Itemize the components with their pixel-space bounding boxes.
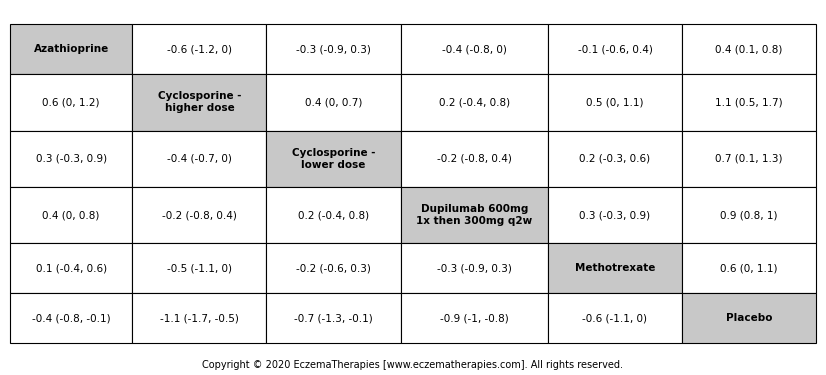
Bar — [10, 187, 132, 243]
Bar — [682, 293, 816, 343]
Bar — [267, 130, 401, 187]
Text: Copyright © 2020 EczemaTherapies [www.eczematherapies.com]. All rights reserved.: Copyright © 2020 EczemaTherapies [www.ec… — [202, 360, 624, 369]
Text: 0.4 (0, 0.8): 0.4 (0, 0.8) — [42, 210, 100, 220]
Bar — [267, 243, 401, 293]
Bar — [682, 130, 816, 187]
Text: 0.5 (0, 1.1): 0.5 (0, 1.1) — [586, 98, 643, 108]
Bar — [548, 293, 682, 343]
Text: 0.7 (0.1, 1.3): 0.7 (0.1, 1.3) — [715, 154, 783, 164]
Text: -0.1 (-0.6, 0.4): -0.1 (-0.6, 0.4) — [577, 44, 653, 54]
Bar — [10, 74, 132, 130]
Text: 0.2 (-0.4, 0.8): 0.2 (-0.4, 0.8) — [298, 210, 369, 220]
Bar — [132, 74, 267, 130]
Bar — [682, 187, 816, 243]
Text: Azathioprine: Azathioprine — [34, 44, 109, 54]
Bar — [10, 24, 132, 74]
Bar — [548, 243, 682, 293]
Text: -0.5 (-1.1, 0): -0.5 (-1.1, 0) — [167, 263, 232, 273]
Bar — [132, 24, 267, 74]
Bar — [10, 243, 132, 293]
Text: 0.2 (-0.4, 0.8): 0.2 (-0.4, 0.8) — [439, 98, 510, 108]
Text: Cyclosporine -
higher dose: Cyclosporine - higher dose — [158, 92, 241, 114]
Bar — [401, 293, 548, 343]
Bar — [401, 243, 548, 293]
Text: Dupilumab 600mg
1x then 300mg q2w: Dupilumab 600mg 1x then 300mg q2w — [416, 204, 533, 226]
Text: Methotrexate: Methotrexate — [575, 263, 655, 273]
Bar — [401, 74, 548, 130]
Text: -0.2 (-0.6, 0.3): -0.2 (-0.6, 0.3) — [296, 263, 371, 273]
Text: -0.3 (-0.9, 0.3): -0.3 (-0.9, 0.3) — [296, 44, 371, 54]
Text: 0.3 (-0.3, 0.9): 0.3 (-0.3, 0.9) — [36, 154, 107, 164]
Bar — [267, 24, 401, 74]
Bar — [401, 187, 548, 243]
Bar — [132, 187, 267, 243]
Text: 1.1 (0.5, 1.7): 1.1 (0.5, 1.7) — [715, 98, 783, 108]
Text: -0.4 (-0.8, -0.1): -0.4 (-0.8, -0.1) — [32, 313, 111, 323]
Bar — [682, 74, 816, 130]
Text: 0.6 (0, 1.2): 0.6 (0, 1.2) — [42, 98, 100, 108]
Bar — [401, 130, 548, 187]
Text: 0.3 (-0.3, 0.9): 0.3 (-0.3, 0.9) — [579, 210, 651, 220]
Text: Cyclosporine -
lower dose: Cyclosporine - lower dose — [292, 148, 375, 170]
Bar — [10, 130, 132, 187]
Bar — [682, 243, 816, 293]
Text: -0.9 (-1, -0.8): -0.9 (-1, -0.8) — [440, 313, 509, 323]
Text: 0.2 (-0.3, 0.6): 0.2 (-0.3, 0.6) — [579, 154, 651, 164]
Bar — [548, 74, 682, 130]
Bar — [267, 74, 401, 130]
Text: -0.4 (-0.7, 0): -0.4 (-0.7, 0) — [167, 154, 232, 164]
Bar — [10, 293, 132, 343]
Bar — [682, 24, 816, 74]
Bar — [132, 243, 267, 293]
Text: -0.4 (-0.8, 0): -0.4 (-0.8, 0) — [442, 44, 506, 54]
Text: -0.3 (-0.9, 0.3): -0.3 (-0.9, 0.3) — [437, 263, 511, 273]
Bar — [132, 130, 267, 187]
Text: -1.1 (-1.7, -0.5): -1.1 (-1.7, -0.5) — [160, 313, 239, 323]
Text: -0.6 (-1.1, 0): -0.6 (-1.1, 0) — [582, 313, 648, 323]
Text: -0.6 (-1.2, 0): -0.6 (-1.2, 0) — [167, 44, 232, 54]
Text: -0.2 (-0.8, 0.4): -0.2 (-0.8, 0.4) — [437, 154, 511, 164]
Text: 0.1 (-0.4, 0.6): 0.1 (-0.4, 0.6) — [36, 263, 107, 273]
Bar — [132, 293, 267, 343]
Text: 0.6 (0, 1.1): 0.6 (0, 1.1) — [720, 263, 778, 273]
Text: -0.7 (-1.3, -0.1): -0.7 (-1.3, -0.1) — [294, 313, 373, 323]
Text: Placebo: Placebo — [726, 313, 772, 323]
Bar — [548, 130, 682, 187]
Bar — [548, 24, 682, 74]
Bar — [267, 187, 401, 243]
Bar — [548, 187, 682, 243]
Text: -0.2 (-0.8, 0.4): -0.2 (-0.8, 0.4) — [162, 210, 237, 220]
Bar — [267, 293, 401, 343]
Text: 0.4 (0.1, 0.8): 0.4 (0.1, 0.8) — [715, 44, 783, 54]
Text: 0.9 (0.8, 1): 0.9 (0.8, 1) — [720, 210, 778, 220]
Text: 0.4 (0, 0.7): 0.4 (0, 0.7) — [305, 98, 363, 108]
Bar — [401, 24, 548, 74]
